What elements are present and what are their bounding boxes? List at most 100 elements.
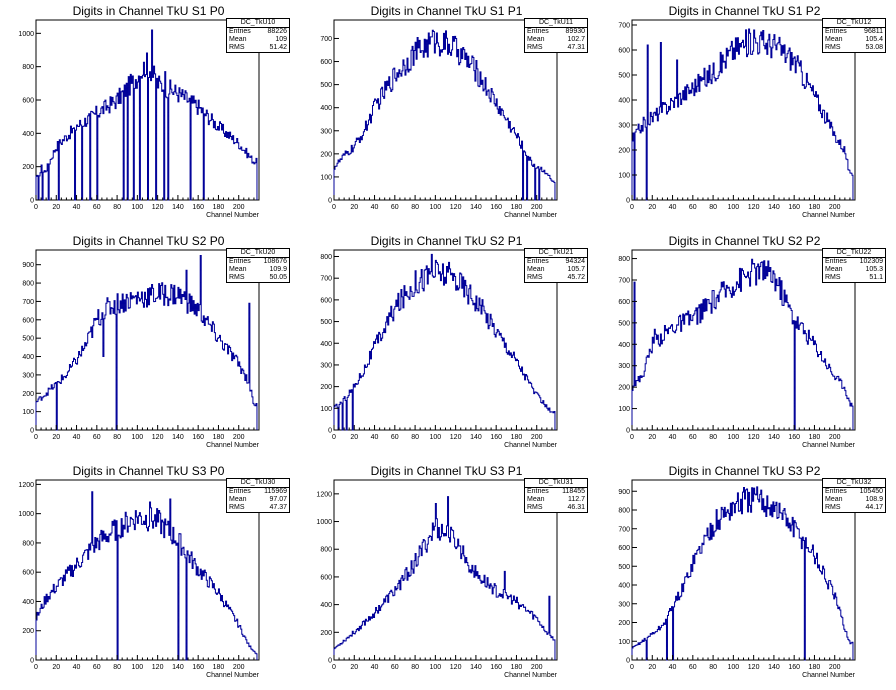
x-tick-label: 180 [809,434,821,441]
stats-rms-value: 44.17 [865,504,883,511]
stats-mean-value: 108.9 [865,496,883,503]
y-tick-label: 100 [618,173,630,180]
histogram-line [631,258,854,431]
y-tick-label: 200 [22,628,34,635]
x-tick-label: 100 [132,204,144,211]
x-tick-label: 0 [34,204,38,211]
stats-rms-label: RMS [229,44,245,51]
stats-mean-value: 112.7 [568,496,585,503]
x-tick-label: 40 [669,434,677,441]
x-tick-label: 200 [829,204,841,211]
histogram-panel: 0 20 40 60 80 100 120 140 160 180 200 0 100 200 300 400… [0,230,297,460]
histogram-line [35,29,258,201]
x-tick-label: 140 [470,204,482,211]
x-tick-label: 0 [34,664,38,671]
stats-entries-label: Entries [527,488,549,495]
x-tick-label: 180 [213,204,225,211]
stats-mean-value: 105.4 [865,36,883,43]
x-tick-label: 120 [748,664,760,671]
y-tick-label: 900 [22,262,34,269]
stats-entries-label: Entries [229,258,251,265]
x-tick-label: 180 [809,664,821,671]
stats-name: DC_TkU30 [227,479,289,488]
stats-mean-label: Mean [229,36,247,43]
x-tick-label: 40 [73,434,81,441]
stats-box: DC_TkU32 Entries 105450 Mean 108.9 RMS 44.17 [822,478,886,513]
stats-name: DC_TkU10 [227,19,289,28]
histogram-line [631,486,854,661]
x-tick-label: 160 [490,204,502,211]
y-tick-label: 500 [320,319,332,326]
stats-entries-value: 102309 [859,258,883,265]
x-tick-label: 60 [689,664,697,671]
x-tick-label: 80 [411,664,419,671]
x-tick-label: 200 [233,434,245,441]
y-tick-label: 600 [320,574,332,581]
y-tick-label: 200 [618,148,630,155]
y-tick-label: 0 [328,428,332,435]
y-tick-label: 0 [626,198,630,205]
stats-mean-value: 105.7 [567,266,585,273]
y-tick-label: 800 [22,281,34,288]
x-tick-label: 160 [490,434,502,441]
histogram-line [631,28,854,201]
x-tick-label: 140 [470,664,482,671]
histogram-plot: 0 20 40 60 80 100 120 140 160 180 200 0 100 200 300 400… [618,19,856,219]
y-tick-label: 500 [618,73,630,80]
x-tick-label: 80 [113,204,121,211]
y-tick-label: 400 [618,98,630,105]
y-tick-label: 600 [22,98,34,105]
x-tick-label: 140 [768,664,780,671]
x-tick-label: 20 [648,664,656,671]
y-tick-label: 300 [22,372,34,379]
x-tick-label: 100 [728,204,740,211]
x-tick-label: 180 [511,664,523,671]
histogram-line [333,253,556,431]
stats-rms-label: RMS [825,44,841,51]
histogram-plot: 0 20 40 60 80 100 120 140 160 180 200 0 200 400 600 800… [18,19,260,219]
x-tick-label: 40 [669,664,677,671]
x-tick-label: 80 [113,434,121,441]
y-tick-label: 600 [618,545,630,552]
stats-entries-label: Entries [527,258,549,265]
x-tick-label: 80 [709,204,717,211]
histogram-title: Digits in Channel TkU S3 P1 [370,464,523,478]
stats-entries-value: 105450 [859,488,883,495]
y-tick-label: 200 [320,384,332,391]
y-tick-label: 700 [618,23,630,30]
x-tick-label: 0 [630,204,634,211]
stats-mean-value: 105.3 [865,266,883,273]
x-tick-label: 100 [728,434,740,441]
histogram-line [35,491,258,661]
stats-name: DC_TkU20 [227,249,289,258]
y-tick-label: 700 [320,36,332,43]
x-tick-label: 80 [411,434,419,441]
x-tick-label: 120 [152,664,164,671]
histogram-title: Digits in Channel TkU S1 P2 [668,4,821,18]
x-tick-label: 120 [450,204,462,211]
x-tick-label: 180 [511,204,523,211]
x-tick-label: 180 [213,434,225,441]
x-tick-label: 100 [430,664,442,671]
histogram-title: Digits in Channel TkU S2 P1 [370,234,523,248]
y-tick-label: 800 [320,254,332,261]
x-axis-title: Channel Number [206,212,260,219]
stats-name: DC_TkU32 [823,479,885,488]
y-tick-label: 300 [320,362,332,369]
y-tick-label: 0 [30,428,34,435]
x-axis-title: Channel Number [504,442,558,449]
y-tick-label: 800 [22,64,34,71]
histogram-panel: 0 20 40 60 80 100 120 140 160 180 200 0 200 400 600 800… [298,460,595,690]
histogram-line [333,496,556,660]
y-tick-label: 600 [320,297,332,304]
x-tick-label: 80 [709,664,717,671]
x-tick-label: 140 [172,204,184,211]
y-tick-label: 300 [320,128,332,135]
y-tick-label: 1000 [316,519,332,526]
y-tick-label: 100 [320,174,332,181]
y-tick-label: 700 [618,526,630,533]
histogram-title: Digits in Channel TkU S3 P0 [72,464,225,478]
x-tick-label: 80 [709,434,717,441]
stats-mean-label: Mean [825,266,843,273]
x-tick-label: 40 [371,664,379,671]
